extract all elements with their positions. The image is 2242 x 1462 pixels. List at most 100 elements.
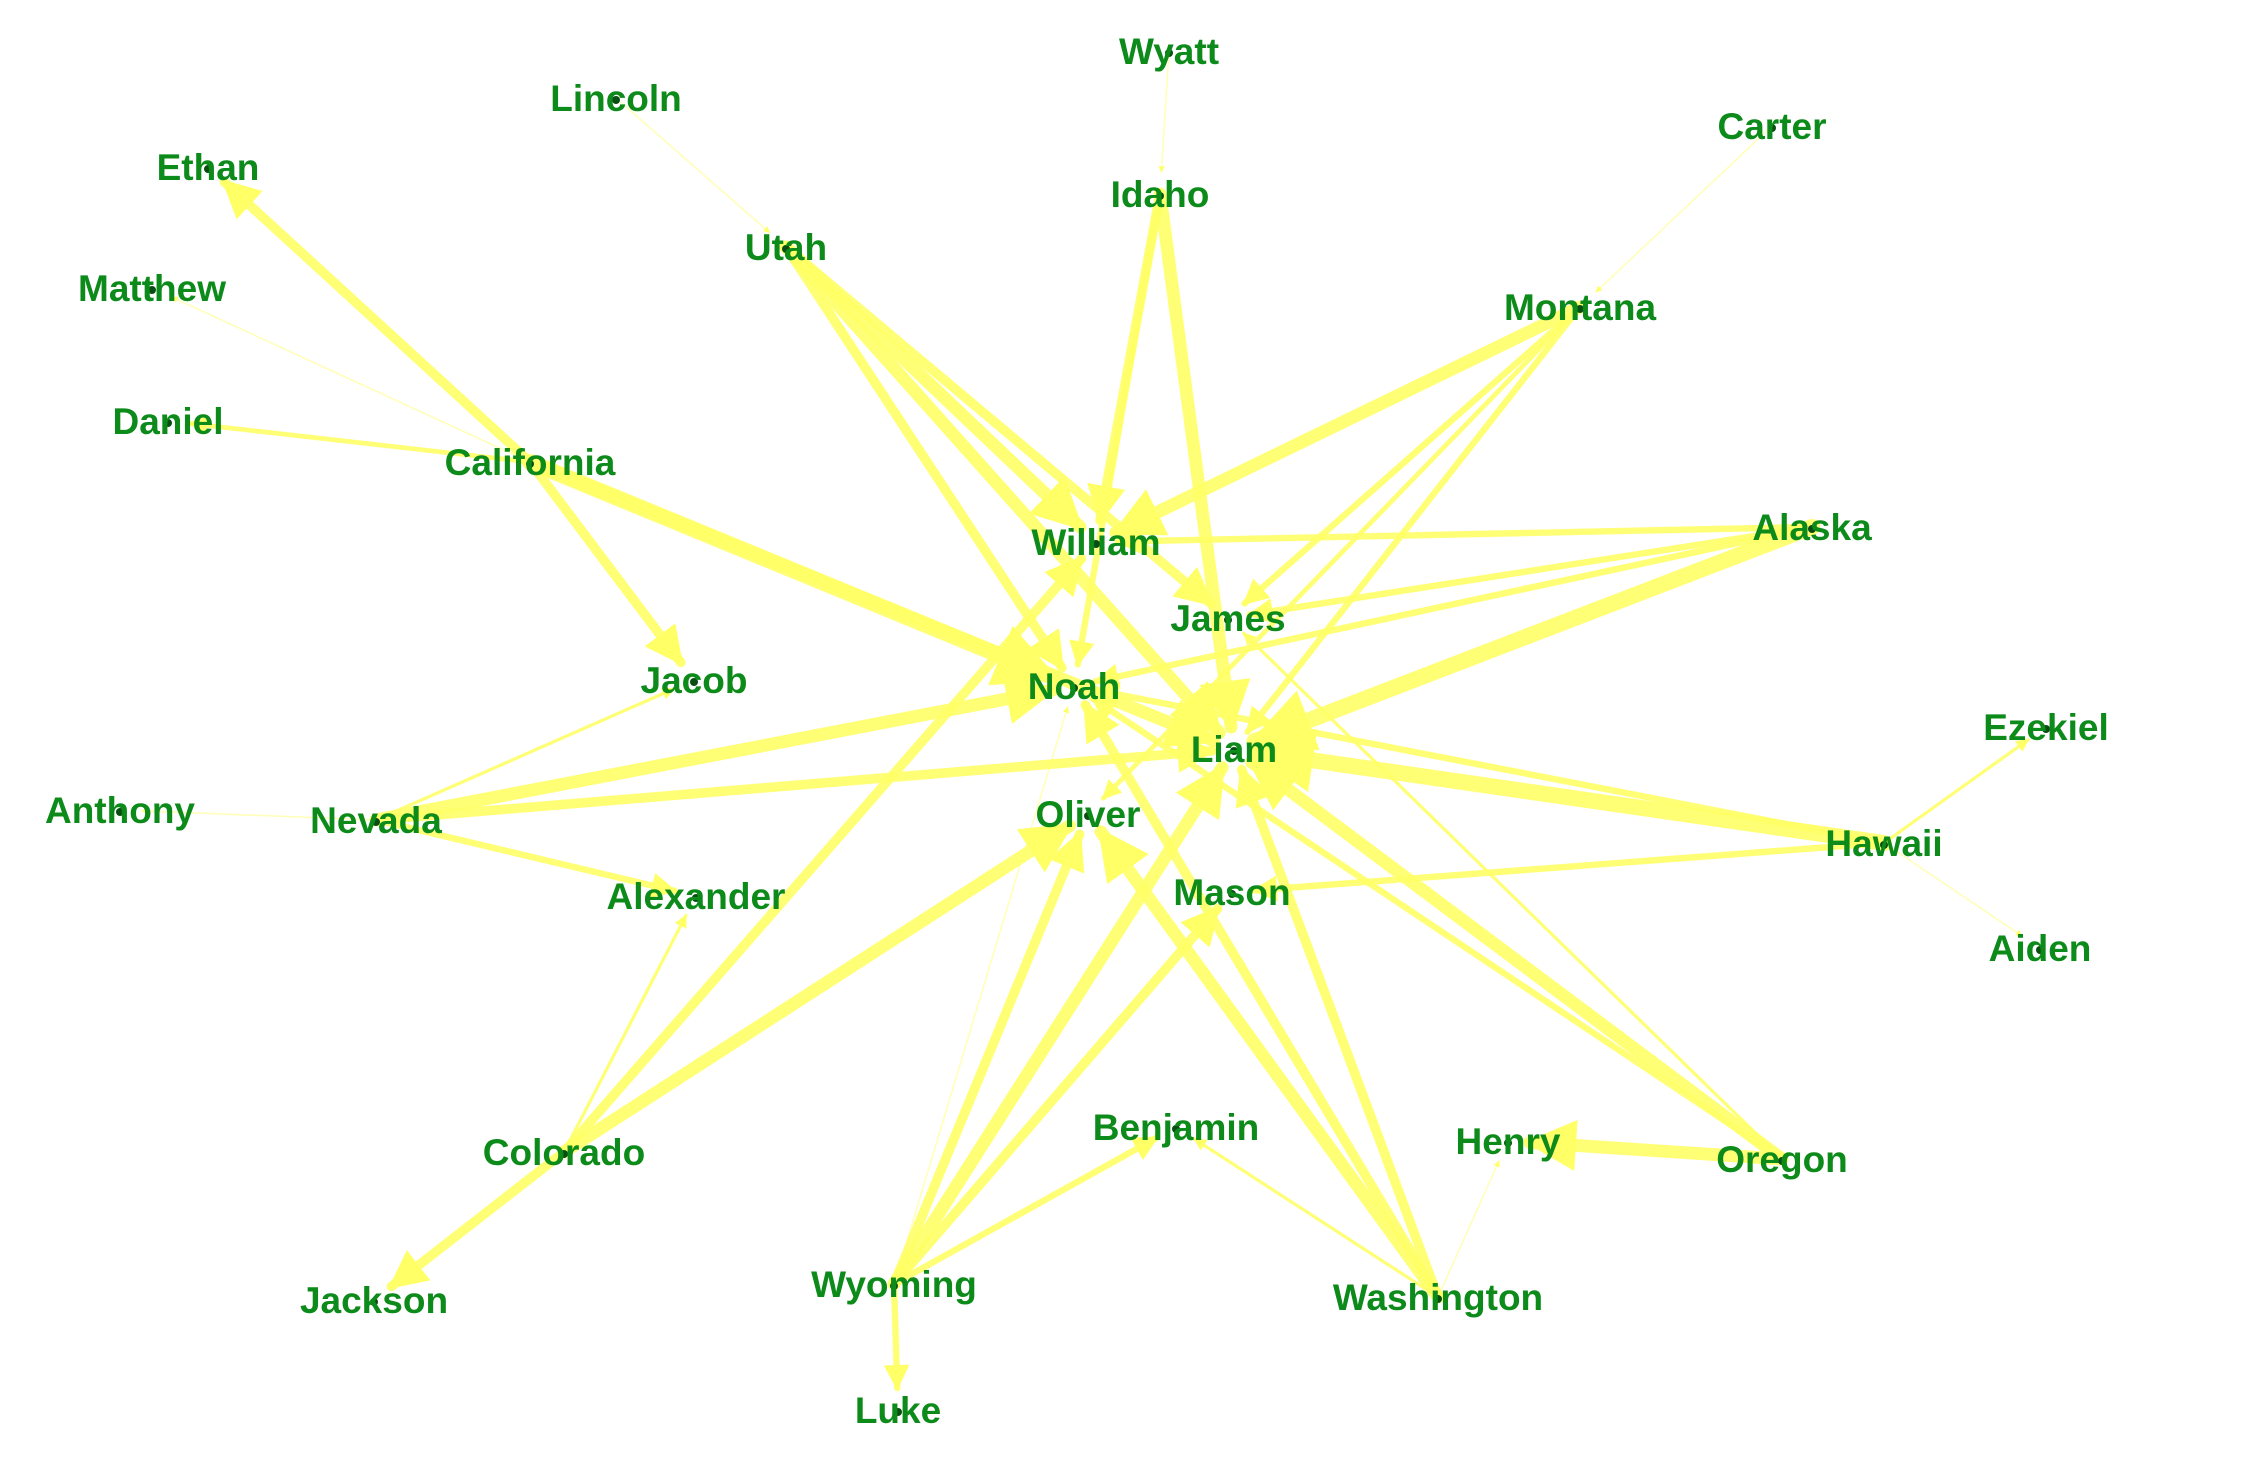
node-idaho[interactable]: Idaho <box>1111 174 1210 215</box>
node-noah[interactable]: Noah <box>1028 666 1121 707</box>
node-oliver[interactable]: Oliver <box>1036 794 1141 835</box>
node-washington[interactable]: Washington <box>1333 1277 1543 1318</box>
node-james[interactable]: James <box>1170 598 1285 639</box>
node-label: Ethan <box>157 147 260 188</box>
edge-california-matthew <box>171 296 531 463</box>
edge-california-daniel <box>187 415 533 465</box>
node-mason[interactable]: Mason <box>1173 872 1290 913</box>
node-label: Jackson <box>300 1280 448 1321</box>
node-utah[interactable]: Utah <box>745 227 827 268</box>
node-ethan[interactable]: Ethan <box>157 147 260 188</box>
edge-utah-noah <box>781 242 1067 673</box>
edge-colorado-jackson <box>386 1147 569 1292</box>
edge-alaska-james <box>1246 523 1816 624</box>
edge-wyoming-luke <box>883 1280 910 1392</box>
node-dot <box>1230 747 1238 755</box>
node-dot <box>372 818 380 826</box>
edge-montana-william <box>1109 300 1587 539</box>
edges-layer <box>141 50 2030 1392</box>
edge-utah-liam <box>779 240 1226 739</box>
node-luke[interactable]: Luke <box>855 1390 941 1431</box>
node-ezekiel[interactable]: Ezekiel <box>1983 707 2108 748</box>
nodes-layer: Wyatt Lincoln Ethan Matthew Daniel California… <box>45 31 2109 1431</box>
edge-colorado-william <box>559 553 1087 1157</box>
node-label: Ezekiel <box>1983 707 2108 748</box>
node-dot <box>692 894 700 902</box>
node-dot <box>1228 890 1236 898</box>
edge-nevada-noah <box>369 673 1059 827</box>
node-liam[interactable]: Liam <box>1191 729 1277 770</box>
node-label: Liam <box>1191 729 1277 770</box>
node-label: Anthony <box>45 790 195 831</box>
node-alexander[interactable]: Alexander <box>607 876 786 917</box>
node-dot <box>526 460 534 468</box>
edge-montana-oliver <box>1100 304 1583 801</box>
node-colorado[interactable]: Colorado <box>483 1132 645 1173</box>
node-nevada[interactable]: Nevada <box>310 800 442 841</box>
node-label: Wyatt <box>1119 31 1219 72</box>
node-label: Alexander <box>607 876 786 917</box>
node-montana[interactable]: Montana <box>1504 287 1657 328</box>
node-henry[interactable]: Henry <box>1456 1121 1561 1162</box>
node-label: Alaska <box>1752 507 1872 548</box>
edge-washington-benjamin <box>1192 1137 1440 1299</box>
node-dot <box>1808 525 1816 533</box>
node-label: Montana <box>1504 287 1657 328</box>
node-dot <box>1172 1125 1180 1133</box>
node-william[interactable]: William <box>1031 522 1160 563</box>
edge-idaho-liam <box>1153 187 1251 734</box>
node-dot <box>116 808 124 816</box>
node-label: Benjamin <box>1093 1107 1260 1148</box>
edge-hawaii-noah <box>1092 682 1888 847</box>
node-dot <box>1156 192 1164 200</box>
node-dot <box>1070 684 1078 692</box>
node-label: Matthew <box>78 268 226 309</box>
node-dot <box>164 419 172 427</box>
node-hawaii[interactable]: Hawaii <box>1825 823 1942 864</box>
node-california[interactable]: California <box>445 442 616 483</box>
node-label: Lincoln <box>550 78 682 119</box>
edge-california-ethan <box>219 177 535 467</box>
node-jackson[interactable]: Jackson <box>300 1280 448 1321</box>
edge-hawaii-aiden <box>1883 842 2023 937</box>
edge-alaska-noah <box>1092 523 1816 690</box>
node-daniel[interactable]: Daniel <box>112 401 223 442</box>
node-benjamin[interactable]: Benjamin <box>1093 1107 1260 1148</box>
node-alaska[interactable]: Alaska <box>1752 507 1872 548</box>
node-lincoln[interactable]: Lincoln <box>550 78 682 119</box>
edge-wyoming-mason <box>889 903 1223 1289</box>
node-aiden[interactable]: Aiden <box>1989 928 2092 969</box>
node-label: Aiden <box>1989 928 2092 969</box>
node-label: Luke <box>855 1390 941 1431</box>
node-dot <box>2036 946 2044 954</box>
node-dot <box>1504 1139 1512 1147</box>
node-anthony[interactable]: Anthony <box>45 790 195 831</box>
node-label: Idaho <box>1111 174 1210 215</box>
node-jacob[interactable]: Jacob <box>641 660 748 701</box>
node-label: Jacob <box>641 660 748 701</box>
node-oregon[interactable]: Oregon <box>1716 1139 1848 1180</box>
node-label: Carter <box>1718 106 1827 147</box>
node-label: Mason <box>1173 872 1290 913</box>
edge-washington-liam <box>1235 764 1443 1302</box>
node-label: Henry <box>1456 1121 1561 1162</box>
node-dot <box>148 286 156 294</box>
edge-oregon-liam <box>1245 755 1789 1166</box>
node-label: William <box>1031 522 1160 563</box>
node-dot <box>1084 812 1092 820</box>
node-carter[interactable]: Carter <box>1718 106 1827 147</box>
node-wyoming[interactable]: Wyoming <box>811 1264 977 1305</box>
edge-oregon-james <box>1242 631 1784 1161</box>
edge-wyoming-benjamin <box>890 1134 1160 1288</box>
edge-alaska-william <box>1114 523 1816 554</box>
edge-carter-montana <box>1595 125 1773 293</box>
node-dot <box>1768 124 1776 132</box>
node-wyatt[interactable]: Wyatt <box>1119 31 1219 72</box>
node-label: Wyoming <box>811 1264 977 1305</box>
node-label: Hawaii <box>1825 823 1942 864</box>
node-matthew[interactable]: Matthew <box>78 268 226 309</box>
edge-nevada-alexander <box>372 816 678 899</box>
edge-lincoln-utah <box>615 97 771 234</box>
node-dot <box>1576 305 1584 313</box>
